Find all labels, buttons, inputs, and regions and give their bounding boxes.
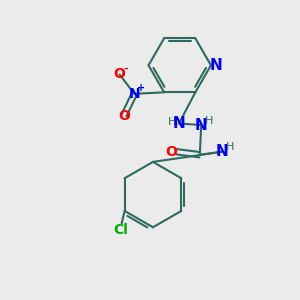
Text: N: N — [195, 118, 208, 133]
Text: -: - — [124, 64, 128, 74]
Text: H: H — [226, 142, 234, 152]
Text: N: N — [172, 116, 185, 131]
Text: O: O — [165, 145, 177, 159]
Text: O: O — [114, 68, 125, 82]
Text: N: N — [216, 144, 229, 159]
Text: N: N — [210, 58, 223, 73]
Text: H: H — [205, 116, 213, 126]
Text: N: N — [129, 87, 140, 101]
Text: O: O — [118, 109, 130, 123]
Text: H: H — [168, 117, 177, 127]
Text: Cl: Cl — [114, 223, 128, 237]
Text: +: + — [137, 83, 145, 94]
